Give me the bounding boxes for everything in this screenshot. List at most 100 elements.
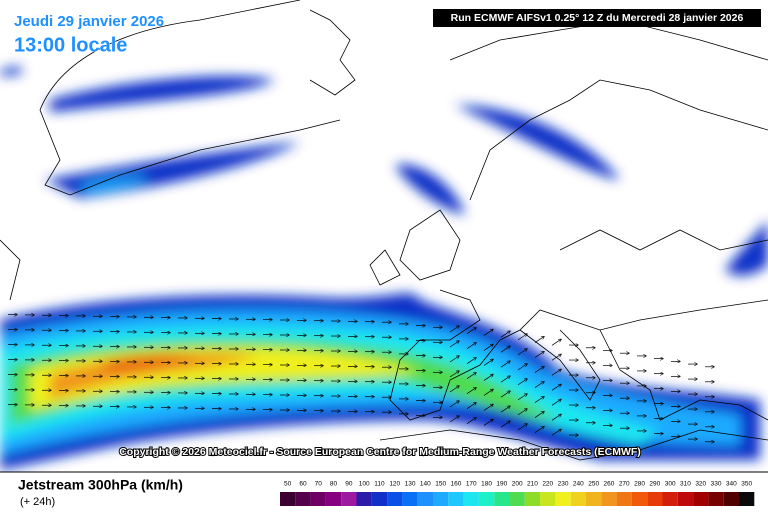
wind-arrow — [534, 352, 544, 358]
legend-swatch — [402, 492, 418, 506]
legend-label: 290 — [649, 481, 660, 488]
legend-label: 80 — [330, 481, 338, 488]
color-legend: 50 60 70 80 90 100 110 120 130 140 150 160 170 180 190… — [280, 481, 755, 506]
wind-arrow — [551, 414, 561, 421]
wind-arrow — [466, 418, 476, 424]
wind-arrow — [517, 379, 527, 386]
legend-label: 200 — [512, 481, 523, 488]
wind-arrow — [483, 374, 493, 381]
wind-arrow — [551, 384, 561, 391]
wind-arrow — [500, 376, 510, 383]
legend-swatch — [433, 492, 449, 506]
wind-arrow — [483, 404, 493, 411]
wind-arrow — [500, 346, 510, 353]
wind-arrow — [551, 354, 561, 361]
legend-swatch — [601, 492, 617, 506]
wind-arrow — [483, 359, 493, 366]
wind-arrow — [551, 369, 561, 376]
wind-arrow — [500, 421, 510, 428]
legend-swatch — [693, 492, 709, 506]
wind-arrow — [449, 341, 459, 348]
wind-arrow — [483, 344, 493, 351]
wind-arrow — [551, 339, 561, 346]
run-banner — [433, 9, 761, 27]
legend-swatch — [387, 492, 403, 506]
wind-arrow — [534, 427, 544, 433]
legend-swatch — [524, 492, 541, 506]
legend-swatch — [647, 492, 663, 506]
legend-label: 110 — [374, 481, 385, 488]
legend-swatch — [356, 492, 372, 506]
copyright: Copyright © 2026 Meteociel.fr - Source E… — [119, 446, 641, 458]
legend-swatch — [723, 492, 739, 506]
wind-arrow — [449, 416, 459, 423]
wind-arrow — [534, 382, 544, 388]
wind-arrow — [534, 412, 544, 418]
legend-label: 150 — [435, 481, 446, 488]
legend-label: 300 — [665, 481, 676, 488]
legend-swatch — [280, 492, 296, 506]
legend-label: 160 — [451, 481, 462, 488]
legend-swatch — [310, 492, 326, 506]
legend-swatch — [586, 492, 602, 506]
wind-arrow — [466, 403, 476, 409]
legend-swatch — [371, 492, 388, 506]
wind-arrow — [449, 386, 459, 393]
legend-swatch — [739, 492, 755, 506]
legend-label: 280 — [634, 481, 645, 488]
wind-arrow — [534, 367, 544, 373]
wind-arrow — [466, 388, 476, 394]
run-info: Run ECMWF AIFSv1 0.25° 12 Z du Mercredi … — [451, 12, 744, 24]
legend-label: 250 — [588, 481, 599, 488]
legend-label: 350 — [741, 481, 752, 488]
wind-arrow — [551, 399, 561, 406]
legend-label: 180 — [481, 481, 492, 488]
legend-label: 230 — [558, 481, 569, 488]
legend-label: 70 — [315, 481, 323, 488]
legend-label: 240 — [573, 481, 584, 488]
legend-label: 270 — [619, 481, 630, 488]
legend-label: 130 — [405, 481, 416, 488]
wind-arrow — [449, 356, 459, 363]
wind-arrow — [517, 394, 527, 401]
legend-label: 50 — [284, 481, 292, 488]
wind-arrow — [517, 424, 527, 431]
legend-swatch — [708, 492, 724, 506]
wind-arrow — [517, 409, 527, 416]
legend-label: 120 — [389, 481, 400, 488]
legend-swatch — [677, 492, 694, 506]
wind-arrow — [449, 401, 459, 408]
legend-label: 340 — [726, 481, 737, 488]
legend-swatch — [540, 492, 556, 506]
wind-arrows — [8, 315, 714, 442]
wind-arrow — [500, 361, 510, 368]
wind-arrow — [517, 349, 527, 356]
legend-label: 140 — [420, 481, 431, 488]
legend-swatch — [417, 492, 433, 506]
wind-arrow — [500, 331, 510, 338]
wind-arrow — [466, 328, 476, 334]
legend-swatch — [662, 492, 678, 506]
wind-arrow — [466, 358, 476, 364]
legend-swatch — [341, 492, 357, 506]
legend-swatch — [555, 492, 571, 506]
wind-arrow — [483, 329, 493, 336]
legend-label: 170 — [466, 481, 477, 488]
legend-swatch — [631, 492, 648, 506]
legend-swatch — [509, 492, 525, 506]
wind-arrow — [500, 406, 510, 413]
footer-lead: (+ 24h) — [20, 496, 55, 508]
legend-label: 190 — [496, 481, 507, 488]
wind-arrow — [449, 326, 459, 333]
legend-label: 210 — [527, 481, 538, 488]
legend-swatch — [494, 492, 510, 506]
legend-label: 100 — [359, 481, 370, 488]
legend-swatch — [295, 492, 311, 506]
forecast-date: Jeudi 29 janvier 2026 — [14, 13, 164, 30]
wind-arrow — [517, 334, 527, 341]
wind-arrow — [483, 389, 493, 396]
legend-swatch — [448, 492, 464, 506]
legend-label: 60 — [299, 481, 307, 488]
legend-label: 90 — [345, 481, 353, 488]
